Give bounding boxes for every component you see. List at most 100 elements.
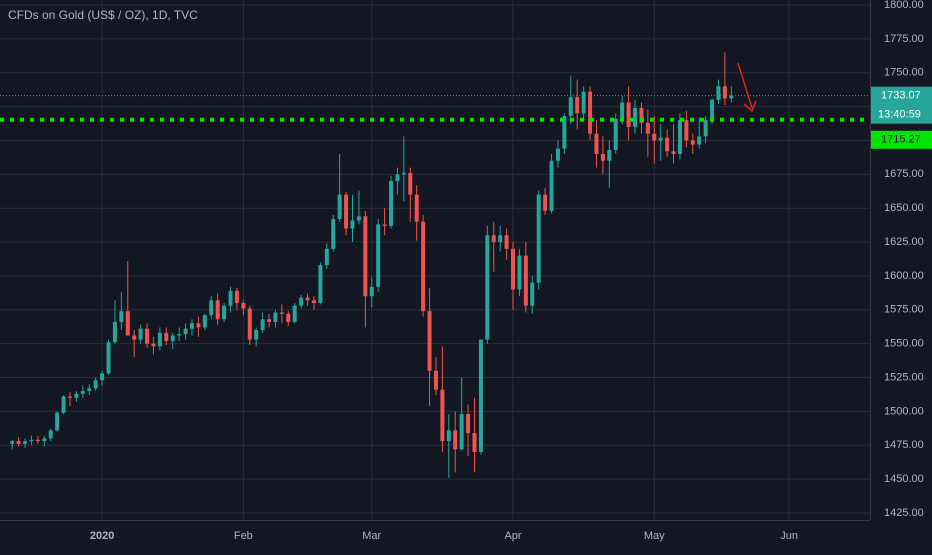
chart-title: CFDs on Gold (US$ / OZ), 1D, TVC bbox=[8, 8, 198, 22]
y-tick-label: 1575.00 bbox=[884, 304, 924, 316]
candle-body bbox=[61, 396, 66, 413]
candle-body bbox=[318, 265, 323, 304]
candle-body bbox=[29, 439, 34, 442]
y-tick-label: 1500.00 bbox=[884, 405, 924, 417]
candle-body bbox=[215, 300, 220, 320]
candle-body bbox=[267, 319, 272, 322]
candle-body bbox=[459, 414, 464, 450]
y-tick-label: 1625.00 bbox=[884, 236, 924, 248]
y-tick-label: 1750.00 bbox=[884, 67, 924, 79]
candle-body bbox=[498, 235, 503, 243]
candle-body bbox=[189, 323, 194, 329]
last-price-box bbox=[871, 86, 932, 124]
candle-body bbox=[710, 99, 715, 121]
candle-body bbox=[132, 335, 137, 340]
x-tick-label: Apr bbox=[504, 530, 521, 542]
candle-body bbox=[356, 216, 361, 221]
candle-body bbox=[305, 297, 310, 301]
candle-body bbox=[100, 373, 105, 381]
candle-body bbox=[633, 107, 638, 127]
candle-body bbox=[568, 97, 573, 117]
candle-body bbox=[324, 248, 329, 266]
candle-body bbox=[401, 172, 406, 175]
candle-body bbox=[722, 86, 727, 99]
candle-body bbox=[74, 393, 79, 398]
candle-body bbox=[543, 194, 548, 211]
candle-body bbox=[607, 149, 612, 161]
candle-body bbox=[466, 414, 471, 434]
candle-body bbox=[472, 433, 477, 453]
candle-body bbox=[575, 97, 580, 114]
candle-body bbox=[549, 160, 554, 211]
candle-body bbox=[228, 290, 233, 306]
candle-body bbox=[697, 136, 702, 145]
y-tick-label: 1800.00 bbox=[884, 0, 924, 11]
candle-body bbox=[562, 116, 567, 149]
candle-body bbox=[273, 312, 278, 322]
candle-body bbox=[511, 248, 516, 290]
candle-body bbox=[536, 194, 541, 283]
x-tick-label: Jun bbox=[780, 530, 798, 542]
candle-body bbox=[331, 219, 336, 249]
candle-body bbox=[555, 148, 560, 161]
candle-body bbox=[222, 305, 227, 320]
candle-body bbox=[254, 330, 259, 340]
candle-body bbox=[48, 430, 53, 439]
candle-body bbox=[690, 140, 695, 145]
candle-body bbox=[67, 396, 72, 398]
countdown-label: 13:40:59 bbox=[878, 109, 921, 121]
candle-body bbox=[491, 235, 496, 243]
candle-body bbox=[344, 194, 349, 229]
y-tick-label: 1425.00 bbox=[884, 507, 924, 519]
candle-body bbox=[299, 297, 304, 306]
candle-body bbox=[279, 312, 284, 314]
candle-body bbox=[369, 286, 374, 297]
y-tick-label: 1650.00 bbox=[884, 202, 924, 214]
x-tick-label: 2020 bbox=[90, 530, 114, 542]
candle-body bbox=[234, 290, 239, 304]
candle-body bbox=[703, 120, 708, 137]
candle-body bbox=[260, 319, 265, 331]
candle-body bbox=[671, 151, 676, 155]
candle-body bbox=[196, 323, 201, 328]
candle-body bbox=[517, 255, 522, 290]
candle-body bbox=[112, 321, 117, 343]
candle-body bbox=[16, 441, 21, 444]
candle-body bbox=[80, 391, 85, 394]
candle-body bbox=[164, 332, 169, 341]
candle-body bbox=[478, 339, 483, 453]
candle-body bbox=[241, 303, 246, 309]
candle-body bbox=[183, 328, 188, 335]
candle-body bbox=[613, 118, 618, 150]
y-tick-label: 1775.00 bbox=[884, 33, 924, 45]
candle-body bbox=[408, 172, 413, 195]
candle-body bbox=[125, 311, 130, 336]
candle-body bbox=[247, 308, 252, 340]
candle-body bbox=[157, 332, 162, 347]
candle-body bbox=[684, 120, 689, 141]
candle-body bbox=[729, 95, 734, 99]
candle-body bbox=[600, 154, 605, 161]
candle-body bbox=[677, 120, 682, 155]
y-tick-label: 1475.00 bbox=[884, 439, 924, 451]
candle-body bbox=[145, 328, 150, 344]
candle-body bbox=[10, 441, 15, 444]
candle-body bbox=[209, 300, 214, 316]
candle-body bbox=[151, 343, 156, 347]
candle-body bbox=[337, 194, 342, 220]
candle-body bbox=[652, 133, 657, 141]
candle-body bbox=[588, 91, 593, 134]
candle-body bbox=[421, 221, 426, 312]
y-tick-label: 1550.00 bbox=[884, 338, 924, 350]
candle-body bbox=[170, 335, 175, 341]
candle-body bbox=[620, 102, 625, 119]
candle-body bbox=[202, 315, 207, 328]
candle-body bbox=[581, 91, 586, 114]
y-tick-label: 1600.00 bbox=[884, 270, 924, 282]
x-tick-label: Feb bbox=[234, 530, 253, 542]
candle-body bbox=[93, 380, 98, 389]
candle-body bbox=[658, 137, 663, 141]
candle-body bbox=[446, 430, 451, 442]
candle-body bbox=[645, 122, 650, 134]
